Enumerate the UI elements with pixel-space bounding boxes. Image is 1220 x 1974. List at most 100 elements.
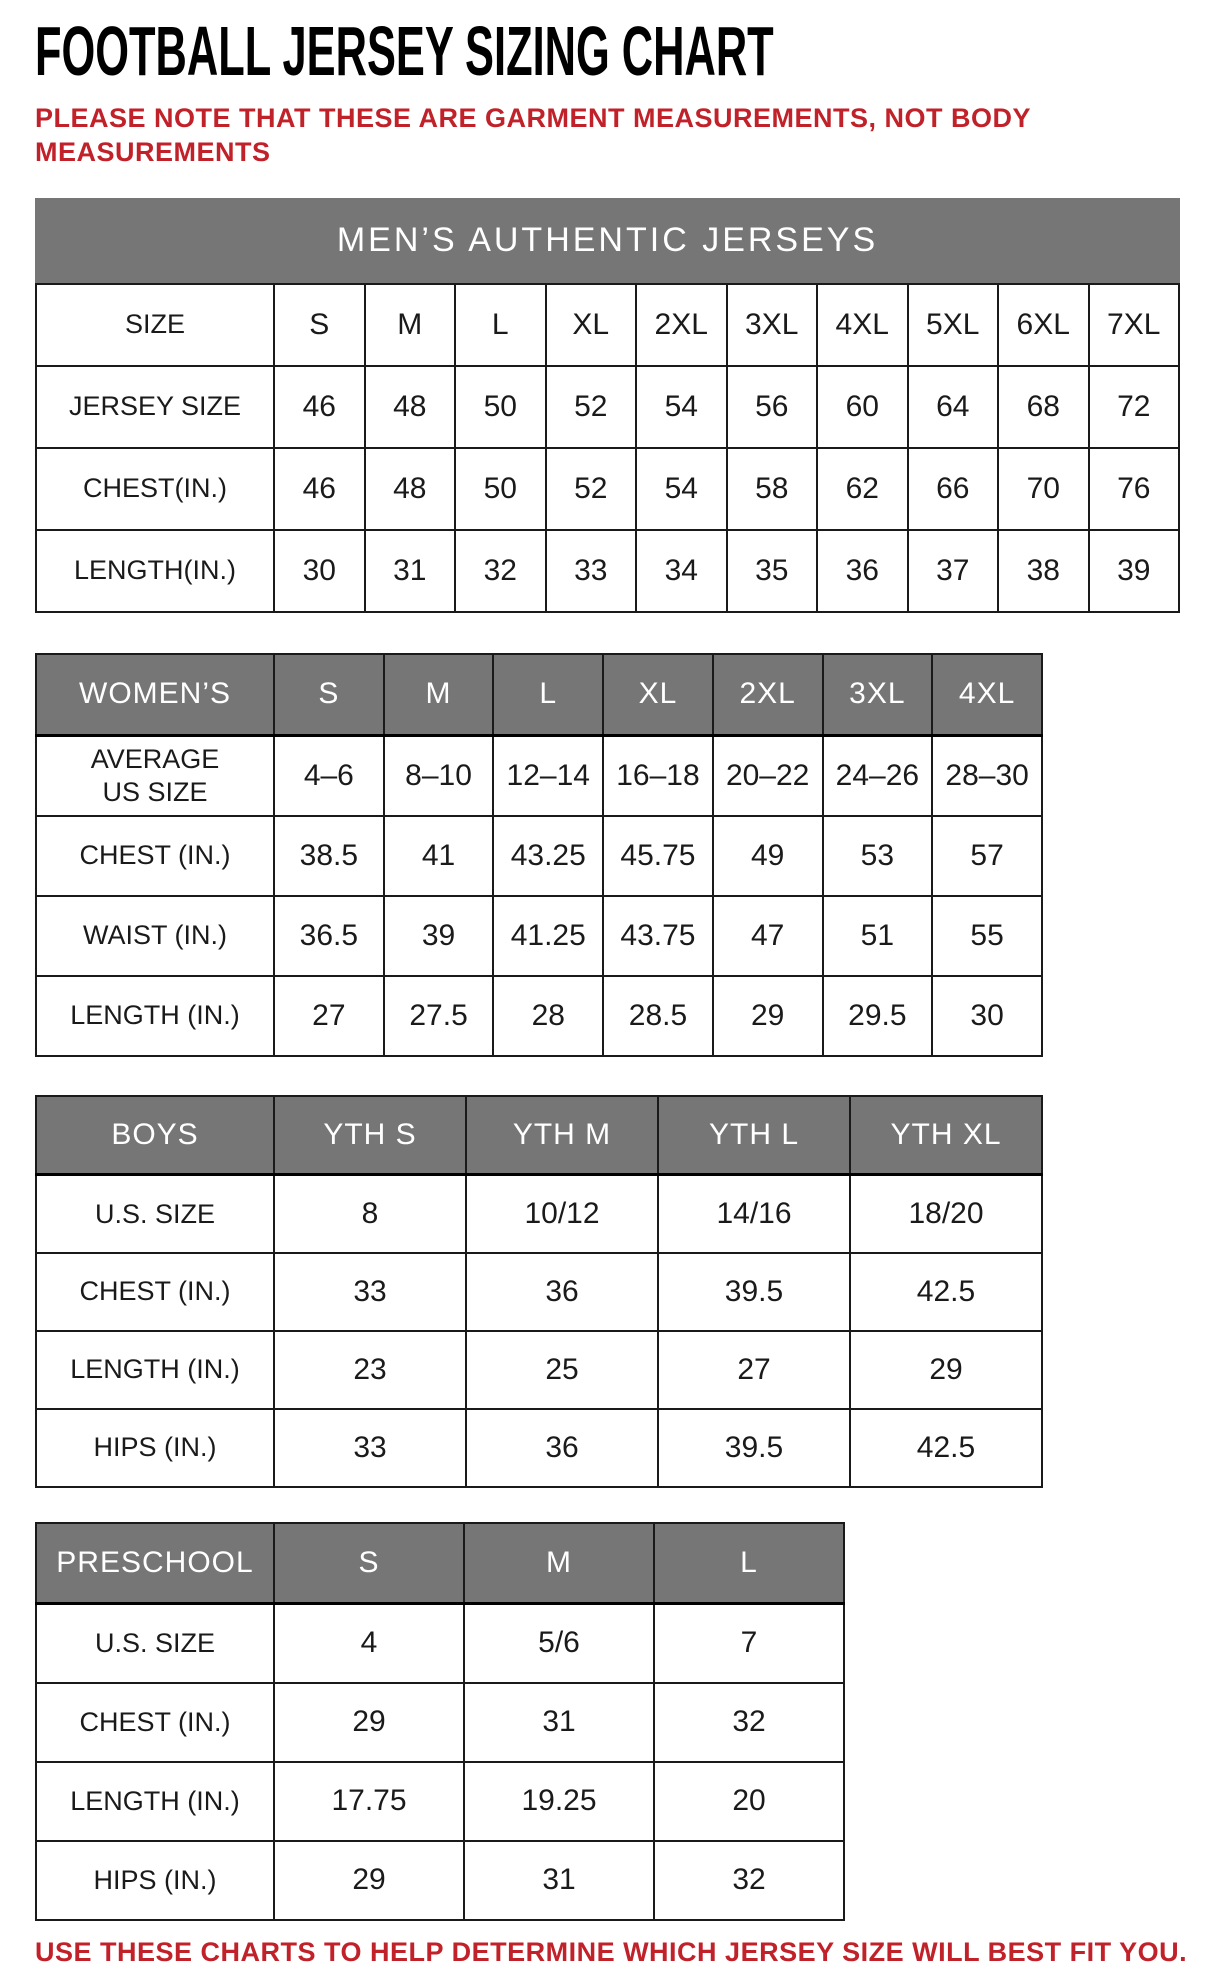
- value-cell: 36: [465, 1407, 659, 1488]
- table-row: LENGTH (IN.) 27 27.5 28 28.5 29 29.5 30: [35, 974, 1043, 1057]
- value-cell: 52: [544, 446, 637, 531]
- preschool-size-table: PRESCHOOL S M L U.S. SIZE 4 5/6 7 CHEST (IN.) 29 3…: [35, 1521, 845, 1921]
- value-cell: 36.5: [273, 894, 385, 977]
- row-label: CHEST(IN.): [35, 446, 275, 531]
- value-cell: 5XL: [906, 282, 999, 367]
- column-header: M: [382, 652, 495, 738]
- value-cell: 38: [997, 528, 1090, 613]
- value-cell: 29.5: [821, 974, 934, 1057]
- column-header: M: [463, 1521, 655, 1606]
- value-cell: 48: [363, 364, 456, 449]
- value-cell: 29: [273, 1681, 465, 1763]
- value-cell: 48: [363, 446, 456, 531]
- table-row: LENGTH (IN.) 23 25 27 29: [35, 1329, 1043, 1410]
- value-cell: 68: [997, 364, 1090, 449]
- value-cell: 3XL: [725, 282, 818, 367]
- value-cell: 42.5: [849, 1251, 1043, 1332]
- value-cell: 39.5: [657, 1407, 851, 1488]
- row-label: U.S. SIZE: [35, 1173, 275, 1254]
- value-cell: 18/20: [849, 1173, 1043, 1254]
- womens-jerseys-table: WOMEN’S S M L XL 2XL 3XL 4XL AVERAGE US SIZE 4–6 8…: [35, 652, 1043, 1057]
- value-cell: 32: [653, 1839, 845, 1921]
- boys-jerseys-table: BOYS YTH S YTH M YTH L YTH XL U.S. SIZE 8 10/12…: [35, 1094, 1043, 1488]
- value-cell: 8: [273, 1173, 467, 1254]
- value-cell: 47: [711, 894, 824, 977]
- value-cell: 50: [454, 364, 547, 449]
- value-cell: 8–10: [382, 734, 495, 817]
- value-cell: 46: [273, 446, 366, 531]
- value-cell: 7: [653, 1602, 845, 1684]
- value-cell: 42.5: [849, 1407, 1043, 1488]
- value-cell: 33: [273, 1251, 467, 1332]
- footer-note: USE THESE CHARTS TO HELP DETERMINE WHICH…: [35, 1936, 1188, 1967]
- table-row: CHEST (IN.) 29 31 32: [35, 1681, 845, 1763]
- table-title-cell: BOYS: [35, 1094, 275, 1177]
- value-cell: 66: [906, 446, 999, 531]
- value-cell: 29: [711, 974, 824, 1057]
- table-row: SIZE S M L XL 2XL 3XL 4XL 5XL 6XL 7XL: [35, 282, 1180, 367]
- row-label: HIPS (IN.): [35, 1407, 275, 1488]
- value-cell: 39: [1087, 528, 1180, 613]
- row-label: CHEST (IN.): [35, 1681, 275, 1763]
- row-label: LENGTH (IN.): [35, 1760, 275, 1842]
- value-cell: 64: [906, 364, 999, 449]
- value-cell: L: [454, 282, 547, 367]
- value-cell: 6XL: [997, 282, 1090, 367]
- value-cell: 58: [725, 446, 818, 531]
- value-cell: 17.75: [273, 1760, 465, 1842]
- value-cell: 30: [931, 974, 1043, 1057]
- value-cell: 10/12: [465, 1173, 659, 1254]
- value-cell: 4: [273, 1602, 465, 1684]
- value-cell: 16–18: [602, 734, 714, 817]
- header-row: WOMEN’S S M L XL 2XL 3XL 4XL: [35, 652, 1043, 738]
- value-cell: 27: [273, 974, 385, 1057]
- table-row: JERSEY SIZE 46 48 50 52 54 56 60 64 68 72: [35, 364, 1180, 449]
- value-cell: 27: [657, 1329, 851, 1410]
- value-cell: 60: [816, 364, 909, 449]
- table-row: U.S. SIZE 4 5/6 7: [35, 1602, 845, 1684]
- table-title-cell: WOMEN’S: [35, 652, 275, 738]
- value-cell: 41: [382, 814, 495, 897]
- value-cell: 54: [635, 446, 728, 531]
- column-header: 3XL: [821, 652, 934, 738]
- value-cell: 5/6: [463, 1602, 655, 1684]
- garment-measurement-note: PLEASE NOTE THAT THESE ARE GARMENT MEASU…: [35, 101, 1220, 170]
- row-label: SIZE: [35, 282, 275, 367]
- value-cell: 25: [465, 1329, 659, 1410]
- value-cell: 31: [463, 1681, 655, 1763]
- value-cell: 2XL: [635, 282, 728, 367]
- row-label: CHEST (IN.): [35, 1251, 275, 1332]
- table-row: CHEST (IN.) 33 36 39.5 42.5: [35, 1251, 1043, 1332]
- mens-table-banner: MEN’S AUTHENTIC JERSEYS: [35, 197, 1180, 283]
- value-cell: 51: [821, 894, 934, 977]
- value-cell: 38.5: [273, 814, 385, 897]
- value-cell: 4–6: [273, 734, 385, 817]
- column-header: YTH M: [465, 1094, 659, 1177]
- value-cell: 27.5: [382, 974, 495, 1057]
- value-cell: 19.25: [463, 1760, 655, 1842]
- column-header: L: [492, 652, 605, 738]
- value-cell: 20–22: [711, 734, 824, 817]
- row-label: JERSEY SIZE: [35, 364, 275, 449]
- value-cell: 31: [463, 1839, 655, 1921]
- value-cell: 56: [725, 364, 818, 449]
- value-cell: 4XL: [816, 282, 909, 367]
- value-cell: 33: [544, 528, 637, 613]
- row-label: U.S. SIZE: [35, 1602, 275, 1684]
- row-label: AVERAGE US SIZE: [35, 734, 275, 817]
- table-row: HIPS (IN.) 29 31 32: [35, 1839, 845, 1921]
- value-cell: 62: [816, 446, 909, 531]
- value-cell: 43.75: [602, 894, 714, 977]
- row-label: HIPS (IN.): [35, 1839, 275, 1921]
- column-header: YTH S: [273, 1094, 467, 1177]
- value-cell: 36: [816, 528, 909, 613]
- column-header: YTH L: [657, 1094, 851, 1177]
- table-row: AVERAGE US SIZE 4–6 8–10 12–14 16–18 20–22 24–…: [35, 734, 1043, 817]
- table-row: WAIST (IN.) 36.5 39 41.25 43.75 47 51 55: [35, 894, 1043, 977]
- value-cell: 36: [465, 1251, 659, 1332]
- value-cell: 28.5: [602, 974, 714, 1057]
- value-cell: 43.25: [492, 814, 605, 897]
- value-cell: 31: [363, 528, 456, 613]
- value-cell: 33: [273, 1407, 467, 1488]
- column-header: XL: [602, 652, 714, 738]
